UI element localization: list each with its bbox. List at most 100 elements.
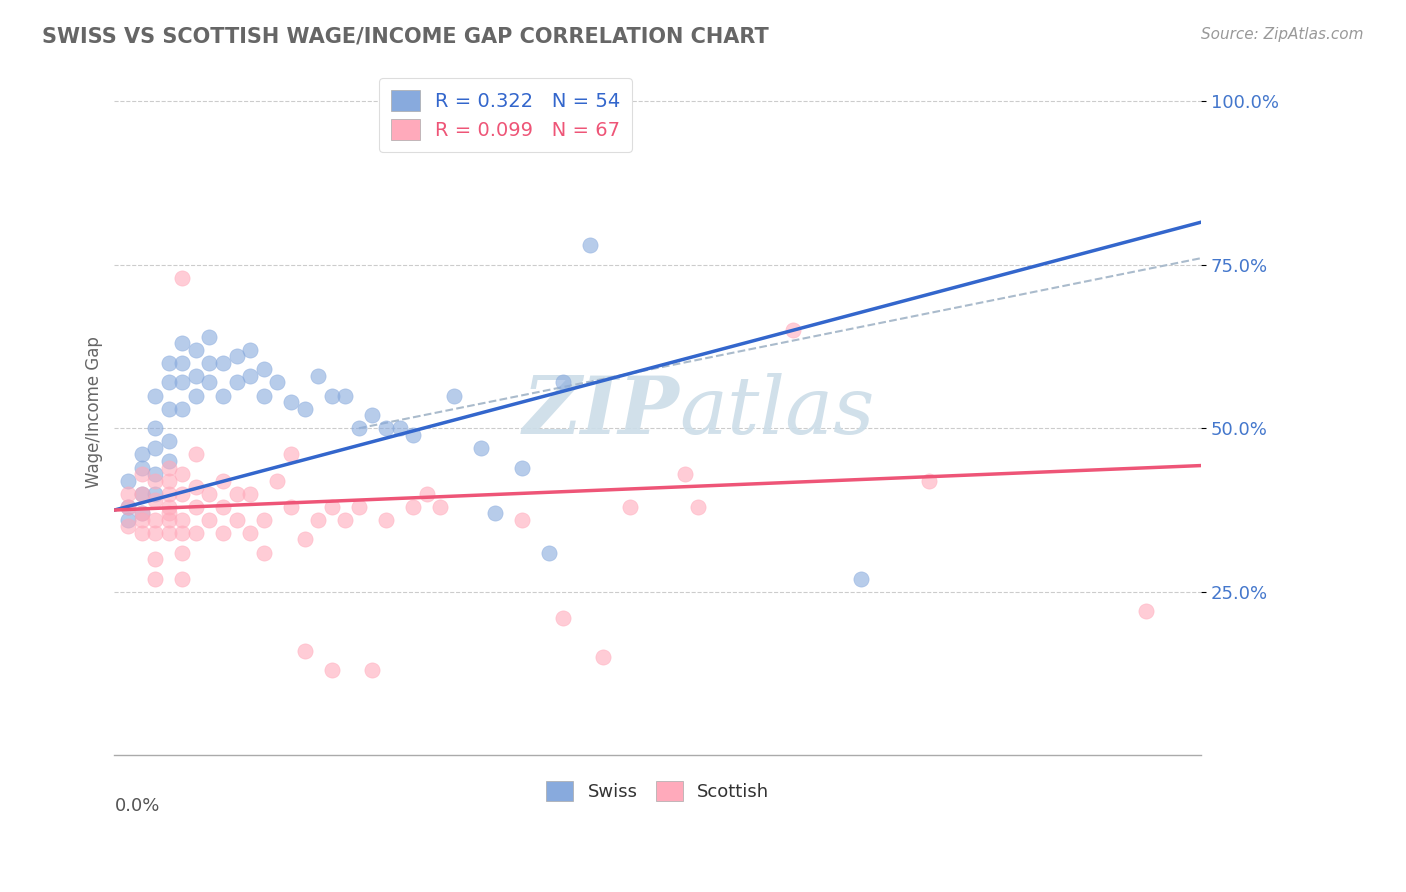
Point <box>143 493 166 508</box>
Point <box>592 650 614 665</box>
Point <box>143 513 166 527</box>
Point <box>157 460 180 475</box>
Point <box>157 486 180 500</box>
Point <box>143 486 166 500</box>
Point <box>307 368 329 383</box>
Point <box>157 506 180 520</box>
Point <box>335 388 357 402</box>
Legend: Swiss, Scottish: Swiss, Scottish <box>538 773 776 808</box>
Point <box>361 408 384 422</box>
Point <box>172 270 194 285</box>
Point <box>172 513 194 527</box>
Point <box>294 643 316 657</box>
Point <box>225 513 247 527</box>
Point <box>198 513 221 527</box>
Point <box>143 525 166 540</box>
Point <box>157 401 180 416</box>
Point <box>321 500 343 514</box>
Point <box>280 395 302 409</box>
Point <box>253 388 276 402</box>
Point <box>117 474 139 488</box>
Point <box>429 500 451 514</box>
Point <box>184 368 207 383</box>
Point <box>184 525 207 540</box>
Point <box>157 454 180 468</box>
Point <box>143 467 166 481</box>
Point <box>198 376 221 390</box>
Point <box>225 349 247 363</box>
Point <box>172 467 194 481</box>
Point <box>117 519 139 533</box>
Point <box>172 401 194 416</box>
Point <box>198 356 221 370</box>
Point <box>212 500 235 514</box>
Point <box>212 388 235 402</box>
Text: atlas: atlas <box>679 373 875 450</box>
Point <box>184 500 207 514</box>
Point <box>157 513 180 527</box>
Point <box>578 238 600 252</box>
Point <box>619 500 641 514</box>
Point <box>280 447 302 461</box>
Point <box>184 447 207 461</box>
Point <box>131 506 153 520</box>
Point <box>321 388 343 402</box>
Point <box>172 376 194 390</box>
Point <box>143 421 166 435</box>
Point <box>335 513 357 527</box>
Point <box>157 474 180 488</box>
Point <box>131 467 153 481</box>
Point <box>510 513 533 527</box>
Text: 0.0%: 0.0% <box>114 797 160 814</box>
Point <box>117 486 139 500</box>
Point <box>198 486 221 500</box>
Point <box>918 474 941 488</box>
Point <box>239 368 262 383</box>
Point <box>143 572 166 586</box>
Point <box>484 506 506 520</box>
Point <box>172 336 194 351</box>
Point <box>225 486 247 500</box>
Point <box>131 506 153 520</box>
Point <box>157 434 180 449</box>
Point <box>117 500 139 514</box>
Point <box>184 480 207 494</box>
Point <box>782 323 804 337</box>
Point <box>253 362 276 376</box>
Point <box>347 421 370 435</box>
Point <box>131 447 153 461</box>
Point <box>131 460 153 475</box>
Point <box>143 474 166 488</box>
Point <box>266 474 288 488</box>
Point <box>225 376 247 390</box>
Point <box>117 500 139 514</box>
Point <box>673 467 696 481</box>
Point <box>239 486 262 500</box>
Y-axis label: Wage/Income Gap: Wage/Income Gap <box>86 336 103 488</box>
Point <box>143 388 166 402</box>
Point <box>172 486 194 500</box>
Point <box>321 663 343 677</box>
Point <box>1135 604 1157 618</box>
Point <box>688 500 710 514</box>
Point <box>253 545 276 559</box>
Point <box>551 611 574 625</box>
Point <box>402 500 425 514</box>
Point <box>172 525 194 540</box>
Point <box>239 343 262 357</box>
Point <box>280 500 302 514</box>
Point <box>172 545 194 559</box>
Point <box>143 441 166 455</box>
Point <box>443 388 465 402</box>
Point <box>198 329 221 343</box>
Point <box>131 486 153 500</box>
Point <box>416 486 439 500</box>
Point <box>307 513 329 527</box>
Point <box>253 513 276 527</box>
Text: Source: ZipAtlas.com: Source: ZipAtlas.com <box>1201 27 1364 42</box>
Point <box>131 486 153 500</box>
Point <box>131 513 153 527</box>
Point <box>143 552 166 566</box>
Point <box>388 421 411 435</box>
Point <box>212 474 235 488</box>
